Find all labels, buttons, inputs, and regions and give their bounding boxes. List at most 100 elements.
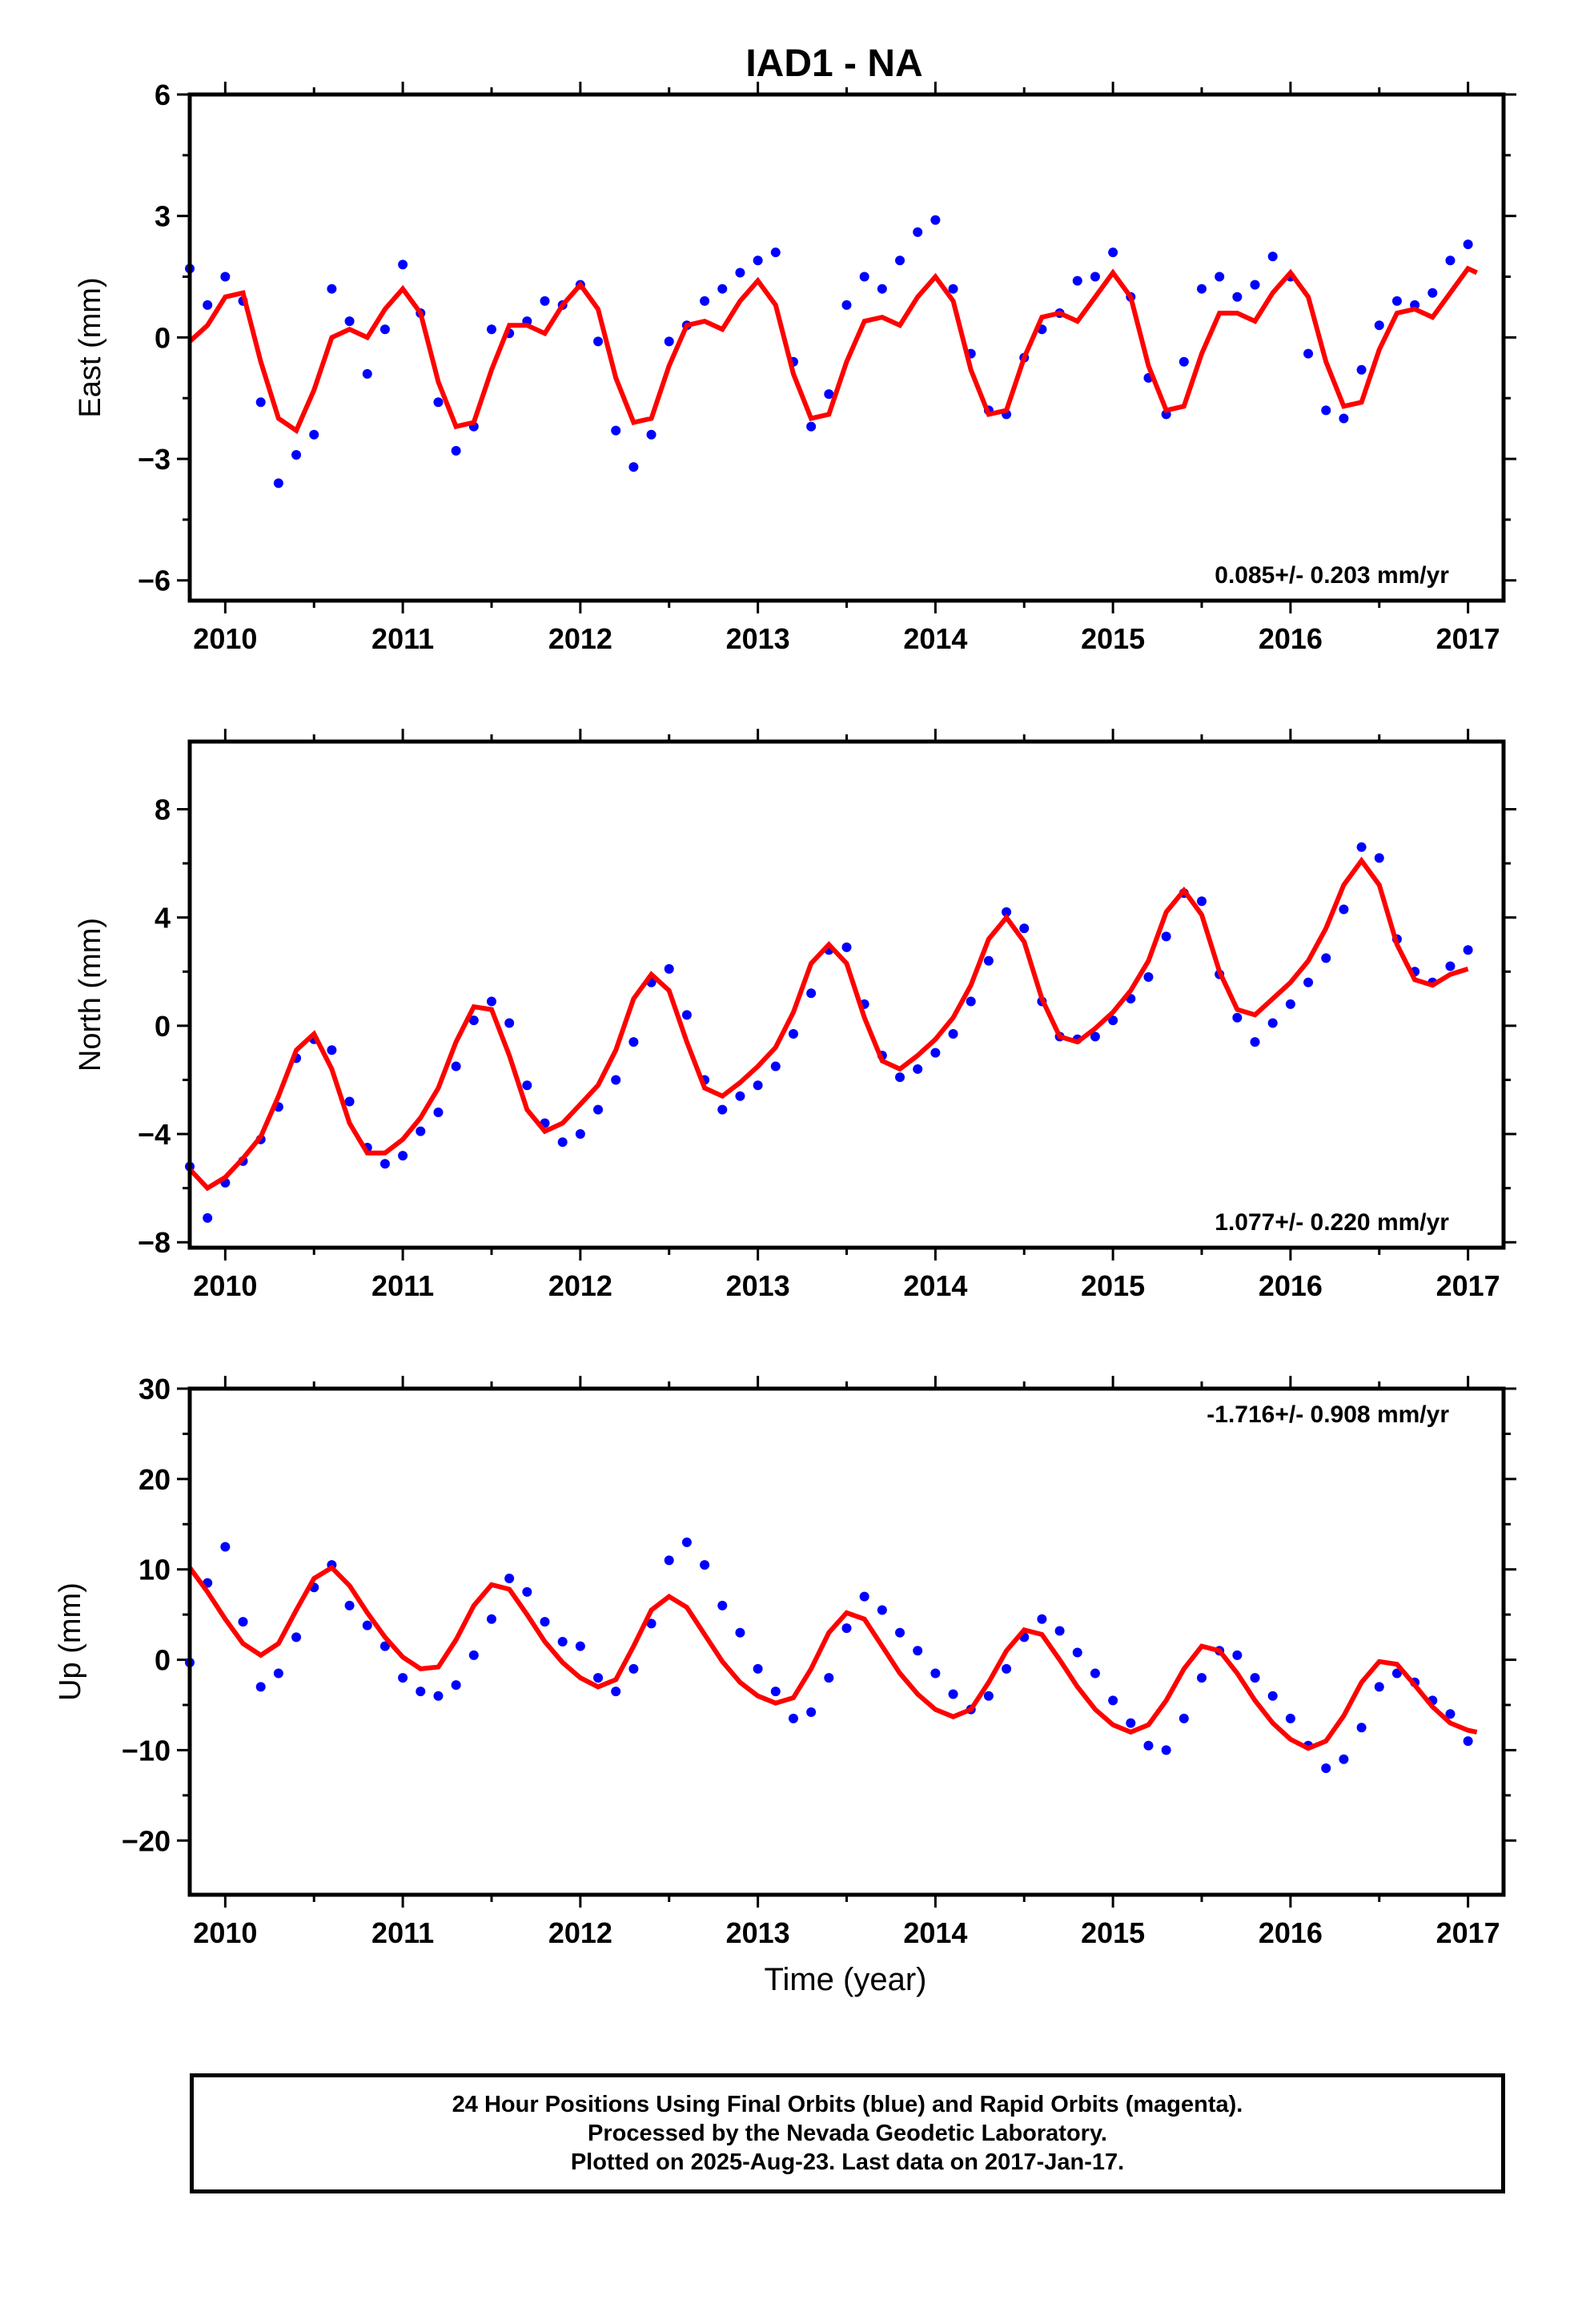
- data-point: [362, 1620, 372, 1630]
- data-point: [681, 1010, 692, 1020]
- x-tick-label: 2017: [1436, 1916, 1500, 1949]
- data-point: [770, 1061, 781, 1072]
- data-point: [1108, 1695, 1118, 1706]
- x-tick-label: 2011: [371, 622, 434, 655]
- north-dots: [185, 842, 1473, 1223]
- data-point: [1321, 1763, 1331, 1773]
- data-point: [930, 215, 941, 225]
- data-point: [1197, 1673, 1207, 1683]
- data-point: [646, 429, 656, 440]
- data-point: [575, 1641, 585, 1651]
- data-point: [859, 271, 869, 282]
- data-point: [486, 996, 496, 1007]
- data-point: [1019, 923, 1030, 934]
- data-point: [1250, 1037, 1260, 1047]
- east-tick-labels: 2010 2011 2012 2013 2014 2015 2016 2017 −6 −3 0 3 6: [138, 78, 1500, 655]
- panel-north: 2010 2011 2012 2013 2014 2015 2016 2017−8−4048 …: [74, 729, 1516, 1302]
- data-point: [913, 227, 923, 237]
- data-point: [611, 425, 621, 436]
- data-point: [1178, 1713, 1189, 1723]
- y-tick-label: −3: [138, 443, 171, 476]
- data-point: [344, 1600, 355, 1610]
- data-point: [895, 1627, 905, 1638]
- data-point: [433, 1691, 444, 1701]
- data-point: [753, 1663, 763, 1674]
- east-dots: [185, 215, 1473, 489]
- y-tick-label: −10: [122, 1734, 171, 1767]
- data-point: [948, 1029, 958, 1039]
- data-point: [1161, 931, 1171, 942]
- data-point: [717, 1600, 728, 1610]
- data-point: [203, 300, 213, 310]
- data-point: [540, 296, 550, 306]
- data-point: [1356, 1723, 1367, 1733]
- caption-box: 24 Hour Positions Using Final Orbits (bl…: [190, 2073, 1505, 2193]
- data-point: [1356, 842, 1367, 852]
- data-point: [717, 1104, 728, 1115]
- data-point: [895, 255, 905, 266]
- data-point: [255, 1682, 266, 1692]
- x-tick-label: 2013: [726, 1269, 790, 1302]
- north-tick-labels: 2010 2011 2012 2013 2014 2015 2016 2017 −8 −4 0 4 8: [138, 793, 1500, 1302]
- east-ticks: [177, 82, 1516, 613]
- x-tick-label: 2017: [1436, 622, 1500, 655]
- data-point: [1285, 999, 1295, 1009]
- y-tick-label: 4: [155, 902, 171, 935]
- x-axis-label: Time (year): [765, 1962, 927, 1997]
- data-point: [753, 255, 763, 266]
- data-point: [788, 1029, 798, 1039]
- north-ticks: [177, 729, 1516, 1261]
- y-tick-label: −8: [138, 1226, 171, 1259]
- data-point: [344, 1096, 355, 1107]
- data-point: [664, 336, 674, 347]
- x-tick-label: 2014: [903, 622, 967, 655]
- data-point: [806, 988, 817, 999]
- up-tick-labels: 2010 2011 2012 2013 2014 2015 2016 2017 −20 −10 0 1…: [122, 1373, 1500, 1949]
- data-point: [983, 955, 994, 966]
- y-tick-label: 30: [139, 1373, 171, 1405]
- data-point: [1197, 896, 1207, 907]
- data-point: [1427, 287, 1438, 298]
- data-point: [930, 1047, 941, 1058]
- data-point: [1339, 1754, 1349, 1764]
- x-tick-label: 2012: [548, 1269, 612, 1302]
- east-rate-label: 0.085+/- 0.203 mm/yr: [1215, 562, 1449, 589]
- caption-line-2: Processed by the Nevada Geodetic Laborat…: [588, 2121, 1107, 2146]
- data-point: [433, 397, 444, 408]
- data-point: [291, 449, 302, 460]
- data-point: [327, 1045, 337, 1055]
- data-point: [770, 247, 781, 258]
- x-tick-label: 2016: [1259, 622, 1323, 655]
- data-point: [681, 1537, 692, 1547]
- caption-line-3: Plotted on 2025-Aug-23. Last data on 201…: [570, 2149, 1125, 2175]
- data-point: [398, 1673, 408, 1683]
- data-point: [1285, 1713, 1295, 1723]
- data-point: [522, 1586, 532, 1597]
- data-point: [593, 1104, 604, 1115]
- data-point: [948, 1689, 958, 1699]
- data-point: [1339, 413, 1349, 424]
- data-point: [824, 1673, 834, 1683]
- data-point: [966, 996, 976, 1007]
- x-tick-label: 2011: [371, 1916, 434, 1949]
- data-point: [203, 1212, 213, 1223]
- data-point: [1090, 1668, 1100, 1679]
- data-point: [664, 963, 674, 974]
- data-point: [717, 283, 728, 294]
- data-point: [557, 1637, 568, 1647]
- data-point: [398, 259, 408, 270]
- data-point: [1232, 1012, 1243, 1023]
- data-point: [504, 1574, 515, 1583]
- data-point: [930, 1668, 941, 1679]
- data-point: [700, 1560, 710, 1570]
- data-point: [220, 1542, 231, 1552]
- data-point: [806, 1707, 817, 1718]
- data-point: [416, 1126, 426, 1136]
- data-point: [753, 1080, 763, 1091]
- data-point: [291, 1632, 302, 1642]
- x-tick-label: 2011: [371, 1269, 434, 1302]
- data-point: [1463, 945, 1473, 955]
- data-point: [451, 1061, 461, 1072]
- data-point: [1215, 271, 1225, 282]
